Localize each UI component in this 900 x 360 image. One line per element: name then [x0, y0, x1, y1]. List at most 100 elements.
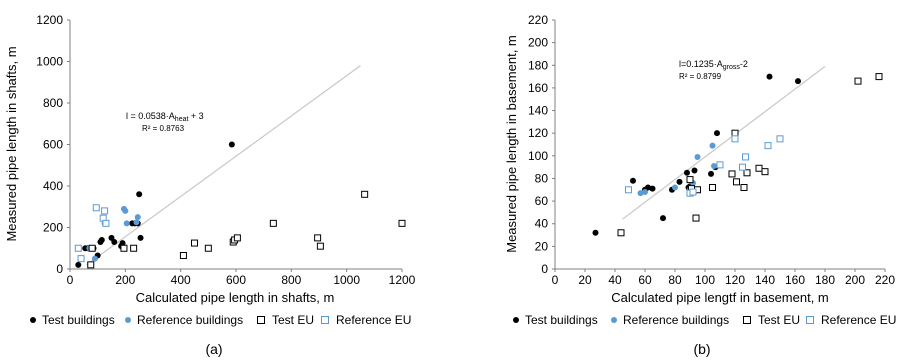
x-tick-label: 180 [815, 273, 835, 287]
data-point [728, 170, 736, 178]
y-axis-title: Measured pipe length in basement, m [504, 35, 519, 253]
data-point [592, 229, 599, 236]
x-tick-label: 140 [755, 273, 775, 287]
data-point [689, 188, 697, 196]
legend-marker [513, 317, 519, 323]
legend-marker [30, 317, 36, 323]
data-point [742, 153, 749, 161]
data-point [74, 244, 82, 252]
data-point [637, 190, 644, 197]
legend: Test buildings Reference buildings Test EU… [30, 313, 411, 327]
data-point [133, 219, 140, 226]
r-squared-label: R² = 0.8799 [679, 72, 722, 81]
x-axis-title: Calculated pipe lengtf in basement, m [611, 290, 829, 305]
data-point [716, 161, 724, 169]
legend: Test buildings Reference buildings Test EU… [513, 313, 896, 327]
equation-subscript: gross [723, 64, 741, 71]
x-tick-label: 800 [281, 273, 301, 287]
data-point [795, 78, 801, 85]
data-point [625, 186, 632, 194]
series-test-eu [617, 73, 883, 237]
y-tick-label: 60 [535, 194, 549, 208]
y-tick-label: 200 [528, 36, 548, 50]
data-point [692, 214, 700, 222]
y-tick-label: 220 [528, 13, 548, 27]
data-point [191, 239, 198, 247]
trendline [622, 65, 826, 220]
series-reference-eu [74, 204, 110, 263]
r-squared-label: R² = 0.8763 [142, 124, 185, 133]
data-point [98, 236, 105, 243]
x-tick-label: 160 [785, 273, 805, 287]
data-point [711, 163, 717, 170]
data-point [77, 255, 85, 263]
data-point [875, 73, 883, 81]
y-tick-label: 80 [535, 171, 549, 185]
legend-label: Reference EU [821, 313, 896, 327]
data-point [691, 167, 698, 174]
data-point [694, 153, 701, 160]
y-tick-label: 120 [528, 126, 548, 140]
data-point [761, 168, 769, 176]
data-point [731, 129, 739, 137]
data-point [709, 142, 716, 149]
chart-panel-b: 0 20 40 60 80 100 120 140 160 180 200 220 0 20 40 60 80 1… [504, 13, 896, 357]
trendline-equation: l=0.1235·Agross-2 [679, 59, 748, 71]
y-axis-title: Measured pipe length in shafts, m [4, 46, 19, 241]
x-tick-label: 200 [845, 273, 865, 287]
data-point [134, 214, 141, 221]
y-tick-label: 160 [528, 81, 548, 95]
data-point [88, 244, 96, 252]
x-tick-label: 120 [725, 273, 745, 287]
data-point [75, 261, 82, 268]
data-point [672, 184, 678, 191]
data-point [314, 234, 322, 242]
equation-main: l=0.1235·A [679, 59, 723, 69]
series-reference-eu [625, 135, 784, 197]
equation-subscript: heat [175, 116, 189, 123]
data-point [709, 184, 716, 192]
chart-panel-a: 0 200 400 600 800 1000 1200 0 200 400 600 800 1000 12… [4, 13, 416, 357]
data-point [122, 207, 129, 214]
data-point [684, 169, 690, 176]
x-tick-label: 1200 [389, 273, 416, 287]
data-point [123, 220, 130, 227]
data-point [740, 184, 748, 192]
y-tick-label: 40 [535, 217, 549, 231]
data-point [649, 185, 656, 192]
y-tick-label: 0 [56, 262, 63, 276]
y-tick-label: 20 [535, 239, 549, 253]
data-point [708, 170, 714, 177]
legend-label: Test EU [758, 313, 800, 327]
data-point [204, 244, 212, 252]
x-tick-label: 60 [638, 273, 652, 287]
y-tick-label: 400 [43, 179, 63, 193]
data-point [179, 252, 187, 260]
data-point [136, 191, 143, 198]
panel-label: (a) [205, 341, 222, 357]
data-point [766, 73, 773, 80]
trendline [86, 65, 361, 266]
trendline-equation: l = 0.0538·Aheat + 3 [126, 111, 204, 123]
series-test-eu [87, 190, 406, 269]
data-point [101, 207, 109, 215]
equation-main: l = 0.0538·A [126, 111, 175, 121]
data-point [731, 135, 739, 143]
data-point [743, 169, 751, 177]
legend-marker [806, 316, 814, 324]
legend-label: Test EU [272, 313, 314, 327]
x-tick-label: 0 [552, 273, 559, 287]
series-reference-buildings [86, 205, 141, 262]
data-point [361, 190, 369, 198]
legend-marker [321, 316, 329, 324]
data-point [645, 184, 651, 191]
legend-label: Test buildings [525, 313, 598, 327]
y-tick-label: 200 [43, 221, 63, 235]
x-tick-label: 100 [695, 273, 715, 287]
data-point [228, 141, 235, 148]
y-tick-label: 1000 [36, 55, 63, 69]
data-point [269, 219, 277, 227]
legend-marker [125, 317, 131, 323]
data-point [111, 239, 118, 246]
legend-label: Reference buildings [623, 313, 729, 327]
